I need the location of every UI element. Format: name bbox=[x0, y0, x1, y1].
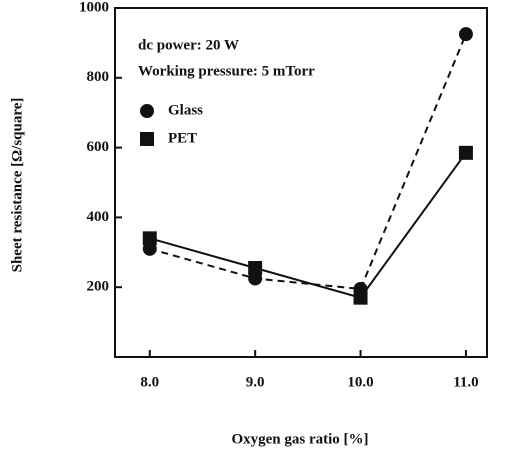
y-tick-label: 200 bbox=[87, 279, 110, 295]
legend-marker bbox=[140, 104, 154, 118]
marker bbox=[458, 27, 473, 42]
annotation: Working pressure: 5 mTorr bbox=[138, 63, 315, 79]
annotation: dc power: 20 W bbox=[138, 37, 239, 53]
legend-label: PET bbox=[168, 130, 197, 146]
y-tick-label: 600 bbox=[87, 139, 110, 155]
marker bbox=[458, 145, 473, 160]
x-tick-label: 11.0 bbox=[453, 374, 478, 390]
marker bbox=[248, 261, 263, 276]
series-line bbox=[149, 152, 467, 299]
legend-marker bbox=[140, 132, 154, 146]
legend-label: Glass bbox=[168, 102, 203, 118]
marker bbox=[142, 231, 157, 246]
plot-frame bbox=[114, 7, 488, 358]
x-axis-label: Oxygen gas ratio [%] bbox=[231, 431, 368, 447]
x-tick-label: 9.0 bbox=[246, 374, 265, 390]
y-tick-label: 1000 bbox=[79, 0, 109, 15]
y-axis-label: Sheet resistance [Ω/square] bbox=[9, 98, 25, 273]
y-tick-label: 400 bbox=[87, 209, 110, 225]
x-tick-label: 8.0 bbox=[140, 374, 159, 390]
y-tick-label: 800 bbox=[87, 69, 110, 85]
marker bbox=[353, 290, 368, 305]
x-tick-label: 10.0 bbox=[347, 374, 373, 390]
